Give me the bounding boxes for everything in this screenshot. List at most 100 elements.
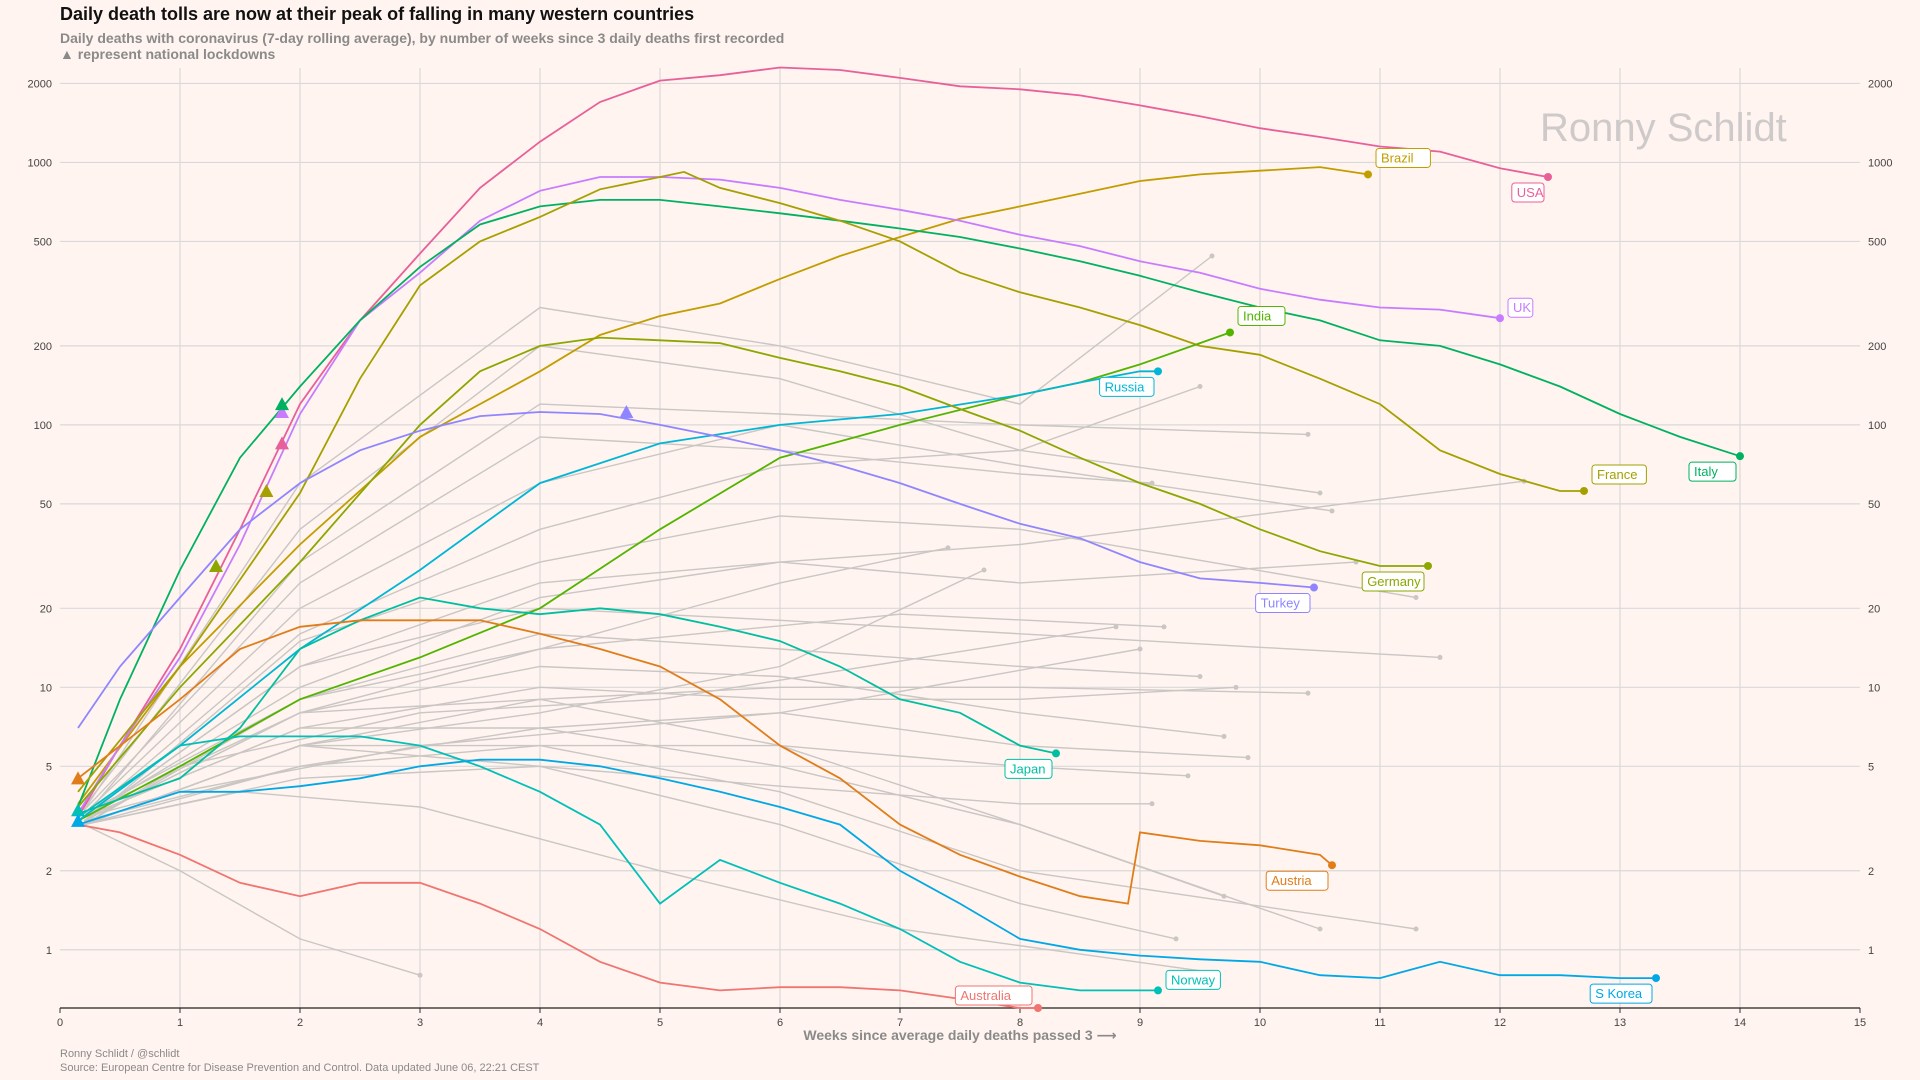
series-label-text: S Korea <box>1595 986 1643 1001</box>
series-label: Japan <box>1004 758 1053 779</box>
series-label-box <box>1237 305 1286 326</box>
grey-country-end-dot <box>1149 801 1155 807</box>
y-tick-label-right: 100 <box>1868 420 1886 432</box>
x-tick-label: 8 <box>1017 1017 1023 1029</box>
series-label: UK <box>1507 297 1534 318</box>
series-line-germany <box>77 336 1428 808</box>
series-line-usa <box>77 66 1549 818</box>
x-tick-label: 15 <box>1854 1017 1866 1029</box>
grey-country-end-dot <box>1149 480 1155 486</box>
series-end-dot <box>1424 561 1432 570</box>
y-tick-label-right: 200 <box>1868 341 1886 353</box>
series-line-russia <box>77 370 1158 822</box>
grey-country-line <box>83 449 1321 818</box>
grey-country-line <box>83 547 949 822</box>
footer-source: Source: European Centre for Disease Prev… <box>60 1062 540 1074</box>
grey-country-line <box>83 403 1309 818</box>
grey-country-end-dot <box>1245 755 1251 761</box>
y-tick-label-left: 1 <box>46 945 52 957</box>
grey-country-line <box>83 345 1201 808</box>
y-tick-label-right: 500 <box>1868 236 1886 248</box>
y-tick-label-left: 100 <box>34 420 52 432</box>
x-tick-label: 10 <box>1254 1017 1266 1029</box>
grey-country-end-dot <box>1233 684 1239 690</box>
grey-country-end-dot <box>1317 926 1323 932</box>
lockdown-triangle-marker <box>209 558 223 572</box>
y-tick-label-right: 2 <box>1868 866 1874 878</box>
grey-country-line <box>83 480 1525 822</box>
lockdown-triangle-marker <box>259 483 274 497</box>
grey-country-line <box>83 744 1417 930</box>
series-label: Austria <box>1265 870 1329 891</box>
grey-country-line <box>83 744 1177 940</box>
footer-credit: Ronny Schlidt / @schlidt <box>60 1048 180 1060</box>
lockdown-triangle-marker <box>619 404 634 418</box>
lockdown-triangle-marker <box>71 771 85 785</box>
grey-country-end-dot <box>1209 253 1215 259</box>
series-line-australia <box>77 823 1038 1009</box>
x-tick-label: 14 <box>1734 1017 1746 1029</box>
y-tick-label-left: 200 <box>34 341 52 353</box>
y-tick-label-right: 1000 <box>1868 157 1892 169</box>
grey-country-end-dot <box>1161 624 1167 630</box>
series-label-text: France <box>1597 467 1637 482</box>
x-tick-label: 11 <box>1374 1017 1385 1029</box>
series-label-text: UK <box>1513 300 1531 315</box>
series-end-dot <box>1328 861 1336 870</box>
series-label-layer: USA Brazil UK Italy France India Russia Germany… <box>954 147 1737 1006</box>
series-label-box <box>1589 983 1653 1004</box>
lockdown-triangle-marker <box>71 803 85 817</box>
grey-country-line <box>83 255 1213 811</box>
series-end-dot <box>1226 328 1234 337</box>
grey-country-end-dot <box>1173 936 1179 942</box>
series-label-box <box>1591 464 1647 485</box>
grey-country-end-dot <box>1197 384 1203 390</box>
series-label-text: Austria <box>1271 873 1312 888</box>
series-line-turkey <box>77 411 1315 729</box>
x-tick-label: 13 <box>1614 1017 1626 1029</box>
x-tick-label: 3 <box>417 1017 423 1029</box>
series-line-austria <box>77 619 1333 905</box>
series-label-text: Italy <box>1694 464 1718 479</box>
grey-country-line <box>83 665 1225 815</box>
series-line-france <box>77 170 1584 793</box>
series-end-dot <box>1736 452 1744 461</box>
series-label-box <box>1265 870 1329 891</box>
series-end-dot <box>1310 583 1318 592</box>
series-label-box <box>1507 297 1534 318</box>
lockdown-triangle-marker <box>275 397 289 411</box>
x-axis-label: Weeks since average daily deaths passed … <box>803 1027 1116 1043</box>
x-tick-label: 4 <box>537 1017 543 1029</box>
x-tick-label: 9 <box>1137 1017 1143 1029</box>
x-tick-label: 0 <box>57 1017 63 1029</box>
series-end-dot <box>1154 986 1162 995</box>
grey-country-line <box>83 698 1321 930</box>
grey-country-line <box>83 626 1117 826</box>
grey-country-line <box>83 823 421 976</box>
y-tick-label-left: 5 <box>46 761 52 773</box>
x-tick-label: 2 <box>297 1017 303 1029</box>
grey-country-line <box>83 613 1165 815</box>
x-tick-label: 1 <box>177 1017 183 1029</box>
grey-country-end-dot <box>1221 733 1227 739</box>
grey-country-end-dot <box>1413 926 1419 932</box>
series-line-s-korea <box>77 758 1656 980</box>
grey-country-end-dot <box>1197 673 1203 679</box>
series-label-text: Norway <box>1171 972 1216 987</box>
series-label: Russia <box>1099 376 1155 397</box>
series-label: Turkey <box>1255 593 1311 614</box>
series-line-italy <box>77 199 1741 808</box>
grey-country-end-dot <box>981 567 987 573</box>
y-tick-label-right: 50 <box>1868 499 1880 511</box>
series-label-text: Germany <box>1367 574 1421 589</box>
y-tick-label-right: 2000 <box>1868 78 1892 90</box>
grey-country-end-dot <box>1437 654 1443 660</box>
grey-country-line <box>83 765 1152 826</box>
lockdown-triangle-marker <box>275 436 289 450</box>
grey-country-line <box>83 561 1357 818</box>
y-tick-label-left: 20 <box>40 603 52 615</box>
y-tick-label-left: 50 <box>40 499 52 511</box>
series-label: Germany <box>1361 571 1425 592</box>
grey-country-line <box>83 424 1333 815</box>
series-label: Brazil <box>1375 147 1431 168</box>
